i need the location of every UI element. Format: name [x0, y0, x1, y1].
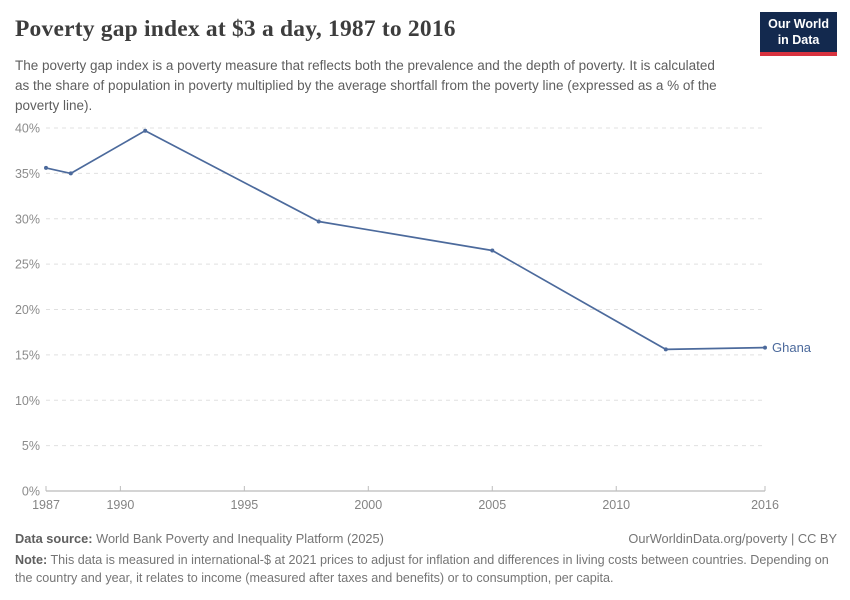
note-text: This data is measured in international-$…: [15, 553, 829, 585]
x-axis-tick-label: 2005: [478, 498, 506, 512]
y-axis-tick-label: 10%: [15, 394, 40, 408]
y-axis-tick-label: 5%: [22, 439, 40, 453]
data-point: [44, 165, 48, 170]
y-axis-tick-label: 0%: [22, 485, 40, 499]
y-axis-tick-label: 15%: [15, 348, 40, 362]
x-axis-tick-label: 2000: [354, 498, 382, 512]
data-point: [143, 128, 148, 133]
chart-note: Note: This data is measured in internati…: [15, 552, 837, 588]
data-point: [68, 171, 73, 176]
x-axis-tick-label: 1987: [32, 498, 60, 512]
owid-logo: Our World in Data: [760, 12, 837, 57]
data-point: [490, 248, 495, 253]
chart-footer: Data source: World Bank Poverty and Ineq…: [15, 531, 837, 588]
x-axis-tick-label: 1995: [230, 498, 258, 512]
series-line-ghana: [45, 129, 766, 351]
data-source-text: World Bank Poverty and Inequality Platfo…: [96, 531, 384, 546]
y-axis-tick-label: 35%: [15, 167, 40, 181]
note-label: Note:: [15, 553, 48, 567]
series-end-label: Ghana: [772, 340, 812, 355]
x-axis-tick-label: 2010: [602, 498, 630, 512]
data-point: [763, 345, 767, 350]
logo-line-2: in Data: [777, 32, 820, 47]
y-axis-tick-label: 30%: [15, 212, 40, 226]
x-axis-tick-label: 2016: [751, 498, 779, 512]
line-chart: 0% 5% 10% 15% 20% 25% 30% 35% 40% 1987 1990 1995 200…: [15, 122, 812, 513]
chart-title: Poverty gap index at $3 a day, 1987 to 2…: [15, 16, 456, 42]
data-point: [316, 219, 321, 224]
chart-subtitle: The poverty gap index is a poverty measu…: [15, 58, 717, 113]
x-axis-tick-label: 1990: [106, 498, 134, 512]
data-source: Data source: World Bank Poverty and Ineq…: [15, 531, 384, 546]
y-axis-tick-label: 25%: [15, 258, 40, 272]
data-point: [663, 347, 668, 352]
data-source-label: Data source:: [15, 531, 93, 546]
attribution-link[interactable]: OurWorldinData.org/poverty | CC BY: [628, 531, 837, 546]
y-axis-tick-label: 20%: [15, 303, 40, 317]
logo-line-1: Our World: [768, 17, 829, 31]
y-axis-tick-label: 40%: [15, 122, 40, 136]
